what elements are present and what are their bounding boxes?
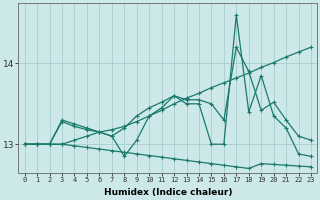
X-axis label: Humidex (Indice chaleur): Humidex (Indice chaleur) [104,188,232,197]
